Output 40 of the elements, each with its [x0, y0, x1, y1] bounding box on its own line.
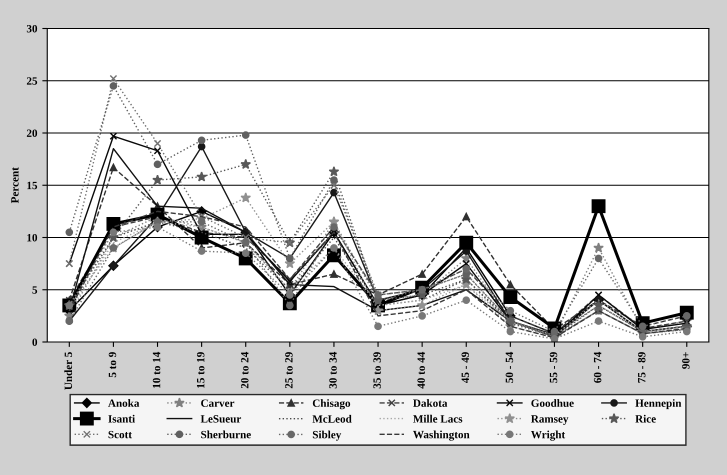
legend-label: Carver	[201, 399, 234, 407]
legend-label: Scott	[108, 430, 132, 438]
y-axis-title: Percent	[11, 167, 19, 204]
x-tick-label: 60 - 74	[594, 352, 602, 383]
legend-label: Wright	[530, 430, 566, 441]
legend-label: Rice	[635, 414, 656, 423]
legend-label: Sibley	[312, 430, 342, 441]
x-tick-label: 35 to 39	[373, 352, 381, 388]
legend-label: Sherburne	[201, 430, 251, 438]
x-tick-label: 90+	[682, 352, 690, 369]
y-tick-label: 10	[27, 234, 38, 242]
y-tick-label: 0	[32, 338, 38, 346]
legend-label: Dakota	[413, 399, 448, 407]
y-tick-label: 20	[26, 129, 38, 137]
y-tick-label: 25	[26, 77, 38, 85]
x-tick-label: 5 to 9	[108, 352, 116, 378]
legend-label: Chisago	[312, 399, 350, 410]
x-tick-label: 45 - 49	[462, 352, 470, 384]
y-tick-label: 15	[27, 182, 38, 190]
y-tick-label: 5	[32, 286, 38, 294]
x-tick-label: 55 - 59	[550, 352, 558, 383]
legend-label: Ramsey	[531, 415, 568, 425]
x-tick-label: 10 to 14	[152, 352, 160, 388]
legend-label: LeSueur	[200, 415, 242, 423]
x-tick-label: 50 - 54	[506, 352, 514, 383]
y-tick-label: 30	[26, 24, 38, 32]
legend-label: Anoka	[108, 399, 140, 407]
legend-label: McLeod	[312, 414, 352, 423]
x-tick-label: 15 to 19	[196, 352, 204, 388]
x-tick-label: 40 to 44	[417, 352, 425, 389]
legend-label: Goodhue	[531, 399, 574, 407]
legend-label: Hennepin	[635, 399, 682, 410]
legend-label: Isanti	[108, 414, 135, 423]
x-tick-label: 20 to 24	[241, 352, 249, 388]
legend-label: Washington	[413, 430, 470, 441]
x-tick-label: 25 to 29	[285, 352, 293, 388]
x-tick-label: 30 to 34	[329, 352, 337, 388]
x-tick-label: Under 5	[64, 352, 72, 390]
legend-label: Mille Lacs	[413, 414, 462, 423]
x-tick-label: 75 - 89	[638, 352, 646, 383]
